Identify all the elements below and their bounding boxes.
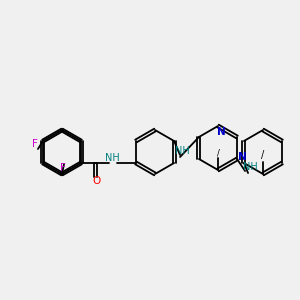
Text: N: N — [238, 152, 246, 162]
Text: N: N — [217, 127, 225, 137]
Text: NH: NH — [105, 153, 119, 163]
Text: F: F — [60, 163, 66, 173]
Text: F: F — [32, 139, 38, 149]
Text: NH: NH — [175, 146, 189, 156]
Text: /: / — [261, 150, 265, 160]
Text: NH: NH — [243, 162, 257, 172]
Text: /: / — [217, 148, 219, 158]
Text: O: O — [92, 176, 100, 186]
